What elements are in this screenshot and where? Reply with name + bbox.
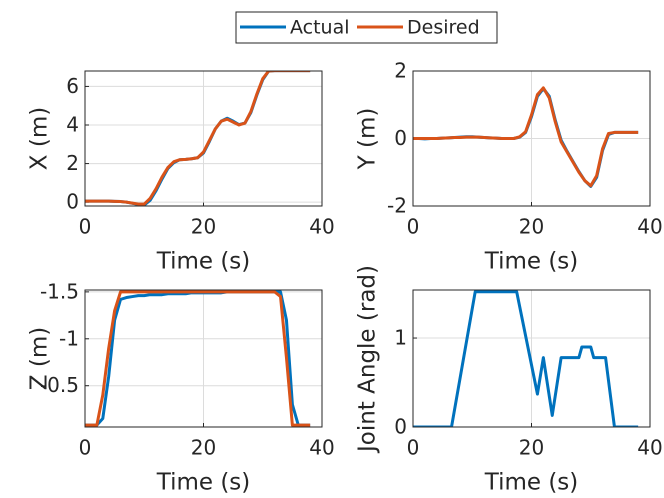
y-tick-label: 2 xyxy=(394,59,407,83)
axes-frame xyxy=(84,70,323,207)
x-axis-label: Time (s) xyxy=(156,470,251,496)
x-tick-label: 40 xyxy=(309,215,334,239)
series-line xyxy=(413,86,639,188)
y-tick-label: 0 xyxy=(394,415,407,439)
y-tick-label: -2 xyxy=(387,194,407,218)
x-axis-label: Time (s) xyxy=(484,470,579,496)
x-tick-label: 20 xyxy=(519,436,544,460)
x-tick-label: 20 xyxy=(191,215,216,239)
series-line xyxy=(85,71,311,206)
x-axis-label: Time (s) xyxy=(484,249,579,275)
axes-frame xyxy=(412,70,651,207)
x-tick-label: 0 xyxy=(407,436,420,460)
y-tick-label: 4 xyxy=(66,113,79,137)
y-tick-label: -1.5 xyxy=(40,279,79,303)
y-tick-label: 0 xyxy=(66,190,79,214)
y-tick-label: 6 xyxy=(66,74,79,98)
series-line xyxy=(413,290,639,427)
axes-frame xyxy=(84,289,323,428)
y-axis-label: Y (m) xyxy=(355,108,381,171)
y-tick-label: 1 xyxy=(394,326,407,350)
axes-frame xyxy=(412,289,651,428)
legend-label: Actual xyxy=(290,17,350,39)
y-tick-label: -0.5 xyxy=(40,373,79,397)
x-tick-label: 40 xyxy=(309,436,334,460)
y-axis-label: Z (m) xyxy=(27,327,53,390)
y-tick-label: 2 xyxy=(66,151,79,175)
x-axis-label: Time (s) xyxy=(156,249,251,275)
x-tick-label: 40 xyxy=(637,436,662,460)
x-tick-label: 0 xyxy=(79,436,92,460)
y-axis-label: Joint Angle (rad) xyxy=(355,265,381,454)
x-tick-label: 20 xyxy=(191,436,216,460)
x-tick-label: 0 xyxy=(79,215,92,239)
y-tick-label: 0 xyxy=(394,126,407,150)
y-axis-label: X (m) xyxy=(27,107,53,170)
x-tick-label: 40 xyxy=(637,215,662,239)
x-tick-label: 0 xyxy=(407,215,420,239)
legend: Actual Desired xyxy=(240,17,480,39)
legend-label: Desired xyxy=(407,17,480,39)
y-tick-label: -1 xyxy=(59,326,79,350)
series-line xyxy=(85,290,311,427)
x-tick-label: 20 xyxy=(519,215,544,239)
